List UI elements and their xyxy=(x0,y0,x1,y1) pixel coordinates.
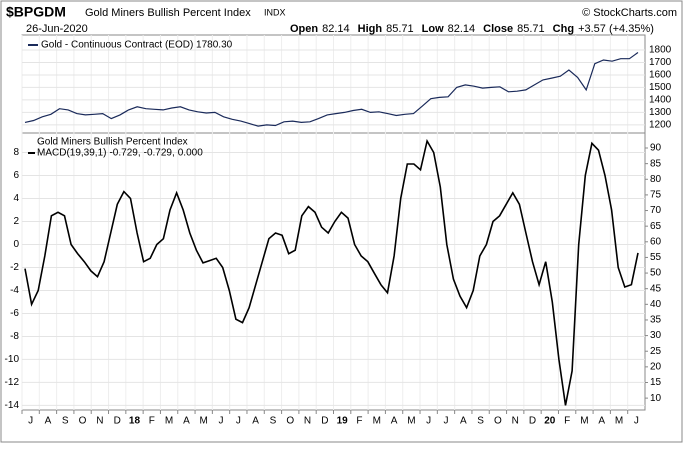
y2-tick-label: 30 xyxy=(650,330,662,341)
x-tick-label: D xyxy=(529,416,536,427)
x-tick-label: N xyxy=(512,416,519,427)
y2-tick-label: 25 xyxy=(650,346,662,357)
x-tick-label: J xyxy=(219,416,224,427)
x-tick-label: M xyxy=(407,416,415,427)
x-tick-label: 19 xyxy=(337,416,349,427)
x-tick-label: F xyxy=(356,416,362,427)
y-tick-label: 1200 xyxy=(649,120,672,131)
x-tick-label: S xyxy=(62,416,69,427)
y-tick-label: 8 xyxy=(13,147,19,158)
y-tick-label: 1300 xyxy=(649,107,672,118)
symbol: $BPGDM xyxy=(6,4,66,20)
stat-label: Low xyxy=(422,23,444,35)
legend-label: 0.000 xyxy=(178,148,203,159)
x-tick-label: A xyxy=(45,416,52,427)
stat-label: High xyxy=(358,23,383,35)
y-tick-label: -6 xyxy=(10,308,19,319)
y-tick-label: -4 xyxy=(10,285,19,296)
y-tick-label: 2 xyxy=(13,216,19,227)
stat-value: 85.71 xyxy=(386,23,414,35)
x-tick-label: M xyxy=(615,416,623,427)
x-tick-label: 20 xyxy=(544,416,556,427)
y2-tick-label: 80 xyxy=(650,174,662,185)
stat-value: 82.14 xyxy=(448,23,476,35)
y2-tick-label: 55 xyxy=(650,252,662,263)
y-tick-label: 4 xyxy=(13,193,19,204)
x-tick-label: S xyxy=(477,416,484,427)
x-tick-label: M xyxy=(200,416,208,427)
stat-label: Close xyxy=(483,23,513,35)
x-tick-label: J xyxy=(236,416,241,427)
legend-label: -0.729, xyxy=(109,148,140,159)
y-tick-label: 1500 xyxy=(649,82,672,93)
y2-tick-label: 20 xyxy=(650,361,662,372)
stat-label: Open xyxy=(290,23,318,35)
y-tick-label: 1400 xyxy=(649,95,672,106)
y-tick-label: -10 xyxy=(5,354,20,365)
y-tick-label: -8 xyxy=(10,331,19,342)
x-tick-label: M xyxy=(165,416,173,427)
stat-label: Chg xyxy=(553,23,574,35)
stat-value: 85.71 xyxy=(517,23,545,35)
stat-value: 82.14 xyxy=(322,23,350,35)
x-tick-label: O xyxy=(79,416,87,427)
x-tick-label: D xyxy=(321,416,328,427)
y2-tick-label: 35 xyxy=(650,315,662,326)
x-tick-label: A xyxy=(598,416,605,427)
copyright: © StockCharts.com xyxy=(582,7,677,19)
x-tick-label: M xyxy=(373,416,381,427)
y2-tick-label: 15 xyxy=(650,377,662,388)
index-name: Gold Miners Bullish Percent Index xyxy=(85,7,251,19)
x-tick-label: N xyxy=(304,416,311,427)
legend-label: -0.729, xyxy=(144,148,175,159)
exchange: INDX xyxy=(264,7,286,17)
y2-tick-label: 40 xyxy=(650,299,662,310)
y-tick-label: -14 xyxy=(5,400,20,411)
x-tick-label: J xyxy=(634,416,639,427)
panel-title: Gold Miners Bullish Percent Index xyxy=(37,137,188,148)
y-tick-label: 6 xyxy=(13,170,19,181)
date: 26-Jun-2020 xyxy=(26,23,88,35)
x-tick-label: S xyxy=(270,416,277,427)
x-tick-label: J xyxy=(426,416,431,427)
x-tick-label: F xyxy=(564,416,570,427)
data-line xyxy=(24,52,639,127)
legend-label: MACD(19,39,1) xyxy=(37,148,106,159)
x-tick-label: A xyxy=(252,416,259,427)
legend-label: Gold - Continuous Contract (EOD) 1780.30 xyxy=(41,40,233,51)
x-tick-label: M xyxy=(580,416,588,427)
x-tick-label: J xyxy=(28,416,33,427)
y-tick-label: -2 xyxy=(10,262,19,273)
y2-tick-label: 75 xyxy=(650,190,662,201)
x-tick-label: N xyxy=(96,416,103,427)
data-line xyxy=(24,138,639,406)
y2-tick-label: 60 xyxy=(650,236,662,247)
y-tick-label: 1600 xyxy=(649,70,672,81)
x-tick-label: A xyxy=(391,416,398,427)
x-tick-label: O xyxy=(494,416,502,427)
y2-tick-label: 70 xyxy=(650,205,662,216)
y2-tick-label: 50 xyxy=(650,268,662,279)
x-tick-label: O xyxy=(286,416,294,427)
y2-tick-label: 85 xyxy=(650,158,662,169)
x-tick-label: 18 xyxy=(129,416,141,427)
y2-tick-label: 10 xyxy=(650,393,662,404)
x-tick-label: D xyxy=(114,416,121,427)
y-tick-label: 0 xyxy=(13,239,19,250)
y-tick-label: 1800 xyxy=(649,45,672,56)
stat-value: +3.57 (+4.35%) xyxy=(578,23,654,35)
y-tick-label: 1700 xyxy=(649,57,672,68)
x-tick-label: F xyxy=(149,416,155,427)
y2-tick-label: 90 xyxy=(650,143,662,154)
y2-tick-label: 45 xyxy=(650,283,662,294)
x-tick-label: A xyxy=(183,416,190,427)
y-tick-label: -12 xyxy=(5,377,20,388)
y2-tick-label: 65 xyxy=(650,221,662,232)
x-tick-label: J xyxy=(443,416,448,427)
x-tick-label: A xyxy=(460,416,467,427)
